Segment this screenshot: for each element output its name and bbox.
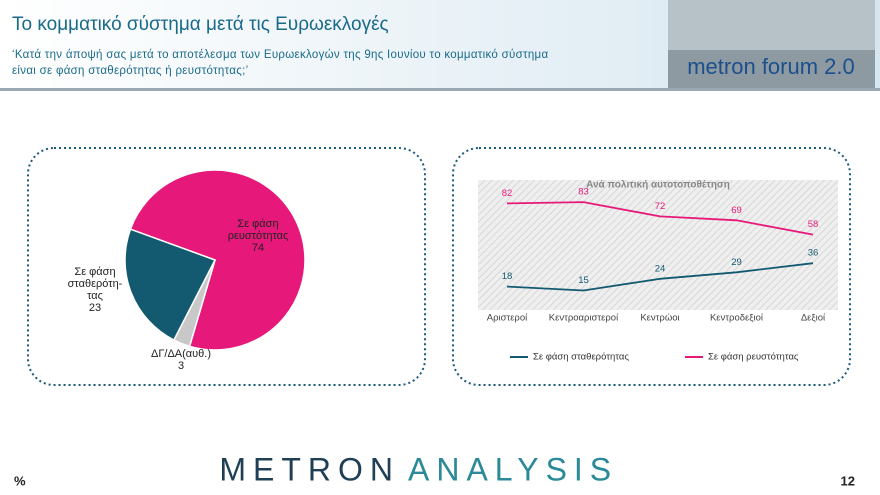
title: Το κομματικό σύστημα μετά τις Ευρωεκλογέ… (12, 14, 389, 35)
pie-label: ΔΓ/ΔΑ(αυθ.) 3 (131, 348, 231, 372)
pie-label-name: Σε φάση ρευστότητας (227, 218, 289, 242)
legend-label: Σε φάση ρευστότητας (708, 352, 799, 363)
pie-label-value: 74 (251, 242, 265, 254)
chart-title: Ανά πολιτική αυτοτοποθέτηση (586, 180, 730, 191)
line (506, 262, 814, 292)
subtitle: ‘Κατά την άποψή σας μετά το αποτέλεσμα τ… (12, 49, 548, 61)
x-tick-label: Κεντρώοι (640, 313, 679, 324)
data-label: 15 (578, 275, 589, 286)
brand: METRON (219, 451, 400, 487)
pie-label-value: 3 (177, 360, 185, 372)
legend-label: Σε φάση σταθερότητας (533, 352, 629, 363)
data-label: 72 (655, 201, 666, 212)
pie-label: Σε φάση σταθερότη-τας 23 (63, 266, 127, 314)
data-label: 58 (808, 219, 819, 230)
x-tick-label: Δεξιοί (801, 313, 826, 324)
pie-label-name: Σε φάση σταθερότη-τας (67, 266, 123, 302)
logo-image (668, 0, 875, 50)
logo-text: metron forum 2.0 (687, 54, 855, 79)
page-number: 12 (841, 473, 855, 488)
data-label: 69 (731, 205, 742, 216)
data-label: 18 (502, 271, 513, 282)
data-label: 82 (502, 188, 513, 199)
pie-slice (129, 169, 306, 351)
subtitle: είναι σε φάση σταθερότητας ή ρευστότητας… (12, 65, 248, 77)
pie-slice (124, 228, 217, 342)
x-tick-label: Αριστεροί (487, 313, 528, 324)
data-label: 83 (578, 187, 589, 198)
x-tick-label: Κεντροαριστεροί (549, 313, 619, 324)
data-label: 29 (731, 257, 742, 268)
header-rule (0, 88, 880, 91)
pie-label: Σε φάση ρευστότητας 74 (218, 218, 298, 254)
pie-label-value: 23 (88, 302, 102, 314)
data-label: 24 (655, 263, 666, 274)
pie-label-name: ΔΓ/ΔΑ(αυθ.) (150, 348, 212, 360)
line (506, 201, 814, 236)
plot-area (478, 180, 838, 310)
brand: ANALYSIS (408, 451, 618, 487)
data-label: 36 (808, 248, 819, 259)
x-tick-label: Κεντροδεξιοί (710, 313, 764, 324)
unit: % (14, 473, 26, 488)
